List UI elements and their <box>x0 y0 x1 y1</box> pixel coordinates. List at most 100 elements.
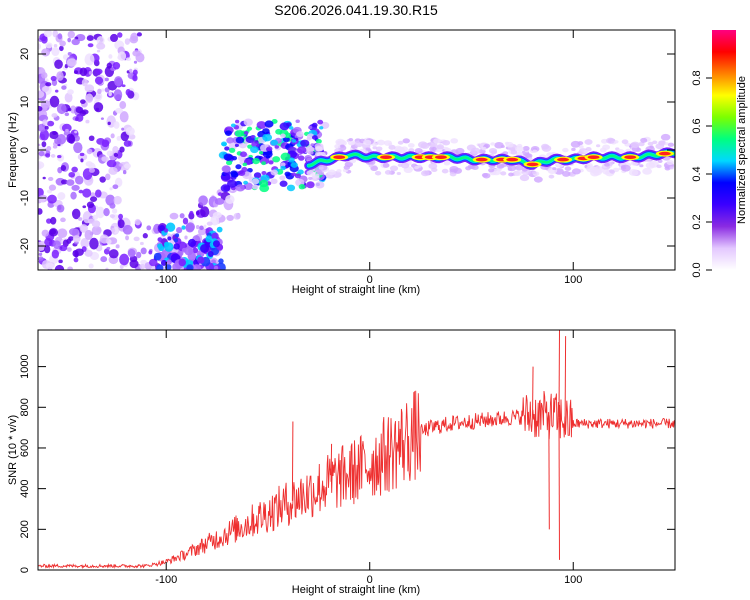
spectrogram-ridge-halo <box>602 169 611 175</box>
spectrogram-ridge-halo <box>443 160 451 166</box>
snr-spike <box>291 421 294 501</box>
spectrogram-cluster-blob <box>163 228 169 233</box>
spectrogram-ridge-halo <box>533 176 543 183</box>
spectrogram-cluster-blob <box>247 167 253 173</box>
spectrogram-noise-blob <box>109 187 113 191</box>
spectrogram-noise-blob <box>99 234 109 244</box>
spectrogram-cluster-blob <box>211 232 219 240</box>
spectrogram-noise-blob <box>80 99 86 104</box>
spectrogram-noise-blob <box>96 49 101 53</box>
spectrogram-noise-blob <box>116 136 122 141</box>
spectrogram-cluster-blob <box>216 226 223 233</box>
spectrogram-ridge-halo <box>527 157 533 161</box>
spectrogram-cluster-blob <box>270 178 278 185</box>
spectrogram-noise-blob <box>43 30 53 38</box>
spectrogram-cluster-blob <box>228 142 238 150</box>
snr-x-label: Height of straight line (km) <box>292 584 420 596</box>
spectrogram-noise-blob <box>113 89 123 101</box>
spectrogram-noise-blob <box>38 90 45 99</box>
spectrogram-noise-blob <box>38 105 43 112</box>
spectrogram-cluster-blob <box>176 227 183 234</box>
spectrogram-noise-blob <box>101 156 109 162</box>
spectrogram-noise-blob <box>179 213 185 219</box>
spectrogram-noise-blob <box>54 59 63 69</box>
spectrogram-ridge-halo <box>397 163 403 167</box>
spectrogram-noise-blob <box>86 148 93 155</box>
spectrogram-cluster-blob <box>220 141 228 147</box>
colorbar-tick-label: 0.2 <box>691 214 703 229</box>
spectrogram-ridge-halo <box>389 165 399 172</box>
spectrogram-ridge-halo <box>522 146 530 151</box>
spectrogram-ridge-halo <box>667 142 675 147</box>
spectrogram-noise-blob <box>38 143 41 147</box>
spectrogram-noise-blob <box>59 40 66 47</box>
spectrogram-cluster-blob <box>294 173 301 179</box>
spectrogram-noise-blob <box>214 197 225 205</box>
snr-spike <box>548 415 550 530</box>
spectrogram-cluster-blob <box>246 126 253 131</box>
spectrogram-cluster-blob <box>315 181 325 189</box>
spectrogram-noise-blob <box>57 143 61 147</box>
spectrogram-ridge-halo <box>368 164 374 168</box>
spectrogram-noise-blob <box>100 117 104 120</box>
spectrogram-cluster-blob <box>252 184 259 190</box>
spectrogram-noise-blob <box>99 176 106 183</box>
spectrogram-ridge-halo <box>400 162 410 169</box>
spectrogram-noise-blob <box>46 189 53 194</box>
spectrogram-noise-blob <box>125 57 132 62</box>
spectrogram-y-tick-label: -20 <box>19 238 31 254</box>
spectrogram-noise-blob <box>85 93 94 104</box>
spectrogram-noise-blob <box>100 88 105 92</box>
spectrogram-cluster-blob <box>311 122 318 128</box>
spectrogram-noise-blob <box>67 37 72 43</box>
spectrogram-ridge-halo <box>384 169 392 175</box>
spectrogram-noise-blob <box>72 208 81 220</box>
spectrogram-noise-blob <box>198 195 209 206</box>
spectrogram-ridge-halo <box>483 143 491 149</box>
spectrogram-cluster-blob <box>298 183 306 190</box>
spectrogram-ridge-halo <box>382 163 390 168</box>
spectrogram-noise-blob <box>189 210 194 216</box>
spectrogram-noise-blob <box>103 248 110 255</box>
spectrogram-ridge-halo <box>396 172 402 176</box>
spectrogram-noise-blob <box>65 128 69 133</box>
spectrogram-cluster-blob <box>280 162 286 167</box>
snr-y-tick-label: 800 <box>19 398 31 416</box>
spectrogram-noise-blob <box>66 58 77 67</box>
spectrogram-cluster-blob <box>184 246 194 256</box>
spectrogram-peak <box>475 157 488 162</box>
spectrogram-cluster-blob <box>178 258 187 267</box>
spectrogram-noise-blob <box>122 169 127 175</box>
spectrogram-noise-blob <box>110 133 115 139</box>
spectrogram-ridge-halo <box>514 145 524 152</box>
spectrogram-noise-blob <box>148 258 158 267</box>
spectrogram-noise-blob <box>115 107 124 114</box>
spectrogram-noise-blob <box>59 244 68 252</box>
spectrogram-ridge-halo <box>311 173 320 179</box>
spectrogram-noise-blob <box>80 158 84 163</box>
spectrogram-noise-blob <box>67 30 76 39</box>
spectrogram-ridge-halo <box>336 169 342 173</box>
spectrogram-cluster-blob <box>242 162 248 167</box>
spectrogram-noise-blob <box>54 264 65 270</box>
spectrogram-ridge-halo <box>510 147 516 152</box>
spectrogram-cluster-blob <box>157 243 163 249</box>
spectrogram-cluster-blob <box>239 151 248 158</box>
spectrogram-noise-blob <box>78 217 83 221</box>
spectrogram-ridge-halo <box>470 147 481 155</box>
spectrogram-noise-blob <box>133 60 138 64</box>
spectrogram-noise-blob <box>88 71 93 75</box>
spectrogram-noise-blob <box>54 89 59 93</box>
spectrogram-noise-blob <box>52 145 58 149</box>
spectrogram-cluster-blob <box>160 259 167 266</box>
spectrogram-noise-blob <box>89 196 98 203</box>
spectrogram-ridge-halo <box>515 164 524 171</box>
spectrogram-cluster-blob <box>218 258 224 264</box>
spectrogram-noise-blob <box>182 217 189 225</box>
spectrogram-noise-blob <box>56 204 65 213</box>
spectrogram-noise-blob <box>139 241 144 246</box>
spectrogram-cluster-blob <box>230 123 236 128</box>
spectrogram-ridge-halo <box>647 141 654 146</box>
spectrogram-noise-blob <box>119 101 127 110</box>
